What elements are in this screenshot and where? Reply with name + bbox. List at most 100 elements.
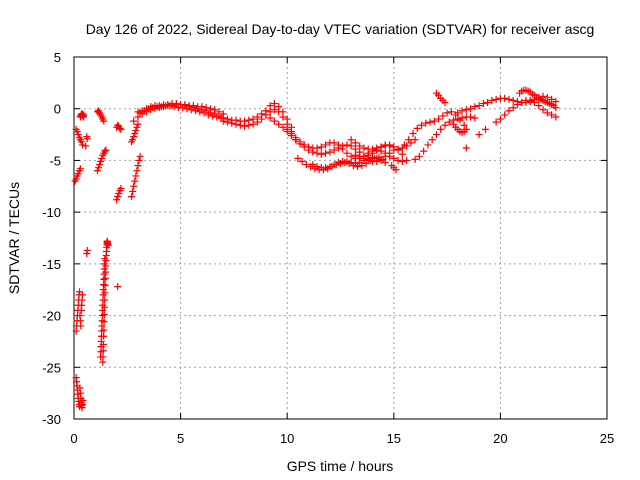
- data-point: [166, 102, 174, 110]
- data-point: [398, 150, 406, 158]
- data-point: [381, 158, 389, 166]
- data-point: [505, 107, 513, 115]
- data-point: [129, 136, 137, 144]
- data-point: [270, 106, 278, 114]
- data-point: [441, 99, 449, 107]
- x-tick-label: 5: [177, 431, 184, 446]
- data-point: [496, 115, 504, 123]
- data-point: [351, 160, 359, 168]
- data-point: [140, 107, 148, 115]
- data-point: [279, 113, 287, 121]
- data-point: [330, 146, 338, 154]
- data-point: [113, 196, 121, 204]
- data-point: [117, 125, 125, 133]
- data-point: [183, 105, 191, 113]
- data-point: [334, 141, 342, 149]
- data-point: [439, 112, 447, 120]
- data-point: [454, 115, 462, 123]
- data-point: [135, 156, 143, 164]
- data-point: [117, 184, 125, 192]
- data-point: [447, 108, 455, 116]
- data-point: [300, 141, 308, 149]
- data-point: [313, 144, 321, 152]
- data-point: [394, 146, 402, 154]
- data-point: [492, 95, 500, 103]
- data-point: [364, 151, 372, 159]
- data-point: [501, 94, 509, 102]
- x-axis-label: GPS time / hours: [287, 458, 394, 474]
- y-tick-labels: 5 0 -5 -10 -15 -20 -25 -30: [42, 50, 61, 427]
- data-point: [413, 124, 421, 132]
- data-point: [356, 158, 364, 166]
- data-point: [481, 125, 489, 133]
- data-point: [377, 156, 385, 164]
- data-point: [179, 104, 187, 112]
- x-tick-label: 20: [493, 431, 507, 446]
- data-point: [83, 246, 91, 254]
- data-point: [83, 135, 91, 143]
- data-point: [133, 123, 141, 131]
- data-point: [130, 182, 138, 190]
- data-point: [101, 274, 109, 282]
- data-point: [224, 118, 232, 126]
- data-point: [296, 138, 304, 146]
- data-point: [381, 149, 389, 157]
- data-point: [102, 146, 110, 154]
- data-point: [460, 121, 468, 129]
- data-point: [294, 154, 302, 162]
- data-point: [539, 106, 547, 114]
- data-point: [471, 103, 479, 111]
- data-point: [104, 241, 112, 249]
- data-point: [462, 106, 470, 114]
- data-point: [262, 111, 270, 119]
- data-point: [219, 117, 227, 125]
- data-point: [77, 322, 85, 330]
- data-point: [275, 108, 283, 116]
- data-point: [93, 167, 101, 175]
- data-point: [170, 103, 178, 111]
- data-point: [552, 97, 560, 105]
- y-axis-label: SDTVAR / TECUs: [6, 182, 22, 294]
- data-point: [266, 102, 274, 110]
- grid-lines: [74, 57, 607, 419]
- x-tick-label: 25: [600, 431, 614, 446]
- data-point: [351, 139, 359, 147]
- x-tick-label: 0: [70, 431, 77, 446]
- data-point: [130, 133, 138, 141]
- data-point: [298, 157, 306, 165]
- data-point: [343, 141, 351, 149]
- data-point: [133, 167, 141, 175]
- data-point: [432, 131, 440, 139]
- data-point: [322, 149, 330, 157]
- data-point: [313, 163, 321, 171]
- data-point: [326, 148, 334, 156]
- data-point: [132, 126, 140, 134]
- data-point: [403, 156, 411, 164]
- plot-frame: [73, 56, 608, 420]
- data-point: [339, 145, 347, 153]
- data-point: [386, 141, 394, 149]
- data-point: [116, 124, 124, 132]
- data-point: [501, 111, 509, 119]
- data-point: [543, 109, 551, 117]
- data-point: [445, 118, 453, 126]
- data-point: [471, 114, 479, 122]
- data-point: [377, 143, 385, 151]
- data-point: [245, 121, 253, 129]
- data-point: [411, 155, 419, 163]
- data-point: [552, 104, 560, 112]
- data-point: [128, 193, 136, 201]
- data-point: [241, 122, 249, 130]
- data-point: [317, 143, 325, 151]
- data-point: [283, 125, 291, 133]
- y-tick-label: -10: [42, 205, 61, 220]
- data-point: [420, 147, 428, 155]
- data-point: [386, 152, 394, 160]
- data-point: [72, 175, 80, 183]
- data-point: [196, 108, 204, 116]
- data-point: [79, 396, 87, 404]
- data-point: [552, 113, 560, 121]
- y-tick-label: -20: [42, 309, 61, 324]
- data-point: [330, 161, 338, 169]
